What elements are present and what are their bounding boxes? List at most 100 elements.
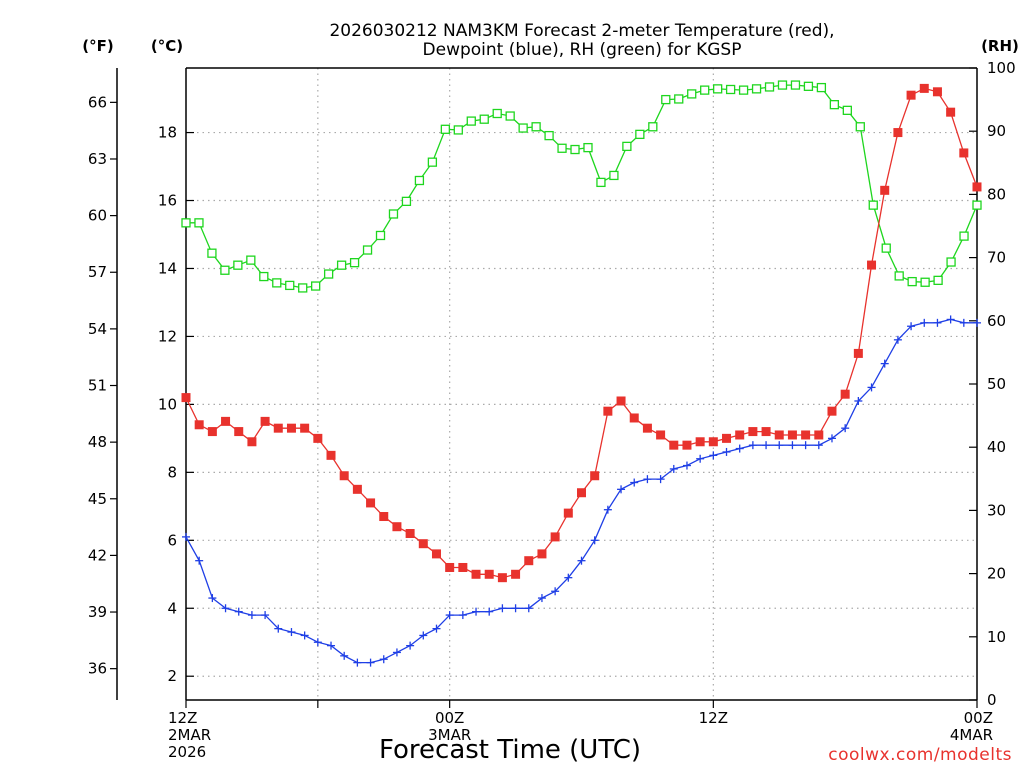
rh-unit-label: (RH) [981,37,1019,55]
temperature-point [867,260,877,270]
temperature-point [603,406,613,416]
rh-point [388,209,399,219]
rh-point [362,245,373,255]
dewpoint-point [472,607,481,616]
celsius-tick-label: 2 [167,667,177,685]
dewpoint-point [722,447,731,456]
rh-point [635,129,645,140]
fahrenheit-tick-label: 45 [88,490,107,508]
temperature-point [959,148,969,158]
dewpoint-point [656,475,665,484]
dewpoint-point [419,631,428,640]
rh-point [375,230,386,241]
celsius-tick-label: 10 [158,395,177,413]
fahrenheit-tick-label: 66 [88,93,107,111]
fahrenheit-tick-label: 57 [88,263,107,281]
x-tick-label: 00Z [964,709,993,727]
dewpoint-point [762,441,771,450]
fahrenheit-tick-label: 48 [88,433,107,451]
dewpoint-point [445,611,454,620]
temperature-point [326,450,336,460]
rh-point [298,283,308,293]
rh-point [401,196,412,207]
rh-point [622,141,632,152]
dewpoint-point [617,485,626,494]
rh-point [336,260,347,270]
temperature-point [827,406,837,416]
dewpoint-point [854,396,863,405]
rh-tick-label: 80 [987,185,1006,203]
temperature-point [946,107,956,117]
temperature-point [893,128,903,138]
temperature-point [194,420,204,430]
rh-point [531,122,541,132]
dewpoint-point [379,655,388,664]
dewpoint-point [353,658,362,667]
temperature-point [234,427,244,437]
rh-point [570,144,580,155]
rh-tick-label: 90 [987,122,1006,140]
celsius-tick-label: 18 [158,124,177,142]
rh-point [349,258,360,268]
temperature-point [392,522,402,532]
dewpoint-point [313,638,322,647]
dewpoint-point [973,318,981,327]
x-tick-label: 00Z [435,709,464,727]
dewpoint-point [788,441,797,450]
temperature-point [629,413,639,423]
rh-point [557,143,567,153]
x-tick-label: 12Z [168,709,197,727]
temperature-point [550,532,560,542]
dewpoint-point [814,441,823,450]
temperature-point [537,549,547,559]
dewpoint-point [867,383,876,392]
rh-point [207,248,217,258]
rh-point [181,218,191,228]
temperature-point [919,83,929,93]
dewpoint-point [221,604,230,613]
rh-point [687,89,697,99]
dewpoint-point [735,444,744,453]
temperature-point [207,427,217,437]
dewpoint-point [498,604,507,613]
rh-point [583,142,593,153]
temperature-point [445,562,455,572]
temperature-point [774,430,784,440]
rh-series-line [186,84,978,289]
rh-point [323,269,334,279]
dewpoint-point [590,536,599,545]
rh-tick-label: 10 [987,628,1006,646]
temperature-point [313,433,323,443]
rh-point [803,81,814,91]
rh-point [311,281,321,291]
rh-point [868,200,878,210]
dewpoint-point [234,607,243,616]
temperature-point [682,440,692,450]
rh-point [414,175,425,186]
temperature-point [708,437,718,447]
rh-tick-label: 60 [987,312,1006,330]
credit-text: coolwx.com/modelts [828,745,1012,765]
temperature-point [656,430,666,440]
rh-point [518,123,528,133]
celsius-unit-label: (°C) [151,37,183,55]
dewpoint-point [775,441,784,450]
temperature-point [577,488,586,498]
rh-point [764,82,775,92]
rh-point [829,100,840,110]
rh-point [894,271,904,281]
dewpoint-point [392,648,401,657]
temperature-point [906,90,916,100]
x-axis-label: Forecast Time (UTC) [379,735,641,765]
dewpoint-point [959,318,968,327]
rh-point [492,108,502,119]
rh-point [790,80,801,90]
dewpoint-point [630,478,639,487]
dewpoint-point [327,641,336,650]
rh-tick-label: 40 [987,438,1006,456]
temperature-point [418,539,428,549]
temperature-point [880,185,890,195]
rh-point [246,255,256,265]
dewpoint-point [182,532,190,541]
